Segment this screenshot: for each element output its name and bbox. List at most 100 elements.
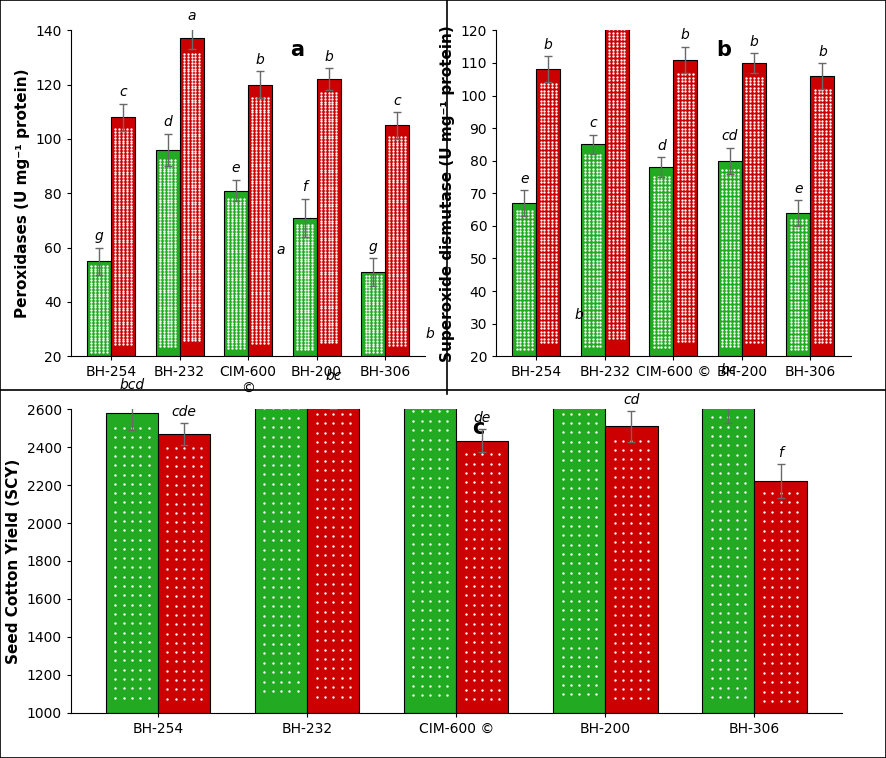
Point: [314, 274, 328, 286]
Point: [739, 159, 753, 171]
Point: [177, 184, 191, 196]
Point: [820, 135, 834, 147]
Point: [686, 153, 700, 165]
Point: [815, 159, 829, 171]
Point: [820, 125, 834, 137]
Point: [533, 108, 548, 121]
Point: [671, 312, 685, 324]
Point: [189, 91, 203, 103]
Point: [318, 653, 332, 665]
Point: [704, 542, 719, 554]
Point: [108, 543, 122, 555]
Point: [812, 94, 826, 106]
Point: [330, 92, 344, 105]
Point: [249, 177, 263, 190]
Point: [133, 636, 147, 648]
Point: [157, 250, 171, 262]
Point: [383, 230, 397, 243]
Text: b: b: [818, 45, 827, 58]
Point: [229, 258, 243, 270]
Point: [682, 325, 696, 337]
Point: [618, 47, 632, 59]
Point: [525, 252, 539, 264]
Point: [537, 95, 551, 107]
Point: [112, 290, 126, 302]
Point: [229, 337, 243, 349]
Point: [390, 214, 404, 226]
Point: [133, 589, 147, 601]
Point: [537, 193, 551, 205]
Point: [168, 171, 183, 183]
Point: [686, 312, 700, 324]
Point: [314, 291, 328, 303]
Point: [586, 265, 600, 277]
Point: [189, 145, 203, 157]
Point: [616, 637, 630, 649]
Point: [608, 554, 622, 566]
Point: [318, 531, 332, 543]
Point: [747, 227, 761, 240]
Point: [253, 328, 268, 340]
Point: [394, 205, 408, 217]
Point: [164, 258, 178, 271]
Point: [116, 225, 130, 237]
Point: [266, 308, 280, 320]
Point: [773, 628, 788, 641]
Point: [812, 265, 826, 277]
Point: [578, 340, 592, 352]
Point: [192, 80, 206, 92]
Point: [594, 186, 608, 199]
Point: [298, 278, 312, 290]
Point: [815, 125, 829, 137]
Point: [233, 277, 247, 290]
Point: [589, 258, 603, 270]
Point: [117, 440, 131, 453]
Point: [594, 217, 608, 229]
Point: [580, 482, 595, 494]
Point: [614, 278, 628, 290]
Point: [142, 626, 156, 638]
Point: [168, 227, 183, 240]
Point: [719, 290, 733, 302]
Point: [108, 654, 122, 666]
Point: [394, 225, 408, 237]
Point: [823, 105, 837, 117]
Point: [383, 316, 397, 328]
Point: [618, 23, 632, 36]
Point: [309, 644, 323, 656]
Point: [112, 155, 126, 167]
Point: [386, 302, 400, 314]
Point: [790, 543, 804, 556]
Point: [606, 180, 620, 192]
Point: [674, 193, 688, 205]
Point: [586, 227, 600, 240]
Point: [739, 112, 753, 124]
Point: [99, 304, 113, 316]
Point: [602, 61, 617, 73]
Point: [152, 283, 167, 296]
Point: [257, 609, 271, 622]
Point: [120, 333, 134, 345]
Point: [650, 215, 664, 227]
Point: [654, 242, 668, 254]
Point: [96, 262, 110, 274]
Point: [314, 133, 328, 145]
Point: [713, 467, 727, 479]
Point: [594, 207, 608, 219]
Point: [658, 215, 672, 227]
Point: [184, 215, 198, 227]
Point: [318, 296, 332, 309]
Point: [525, 339, 539, 351]
Point: [383, 282, 397, 294]
Point: [192, 224, 206, 236]
Point: [545, 108, 559, 121]
Point: [225, 342, 239, 354]
Point: [747, 203, 761, 215]
Point: [92, 260, 106, 272]
Point: [594, 180, 608, 192]
Point: [533, 193, 548, 205]
Point: [578, 193, 592, 205]
Point: [679, 200, 693, 212]
Point: [614, 265, 628, 277]
Point: [556, 389, 570, 401]
